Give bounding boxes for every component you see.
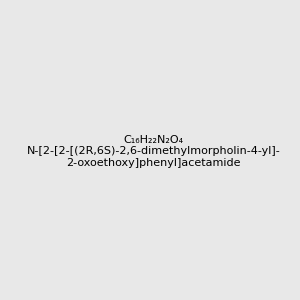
Text: C₁₆H₂₂N₂O₄
N-[2-[2-[(2R,6S)-2,6-dimethylmorpholin-4-yl]-
2-oxoethoxy]phenyl]acet: C₁₆H₂₂N₂O₄ N-[2-[2-[(2R,6S)-2,6-dimethyl… bbox=[27, 135, 280, 168]
